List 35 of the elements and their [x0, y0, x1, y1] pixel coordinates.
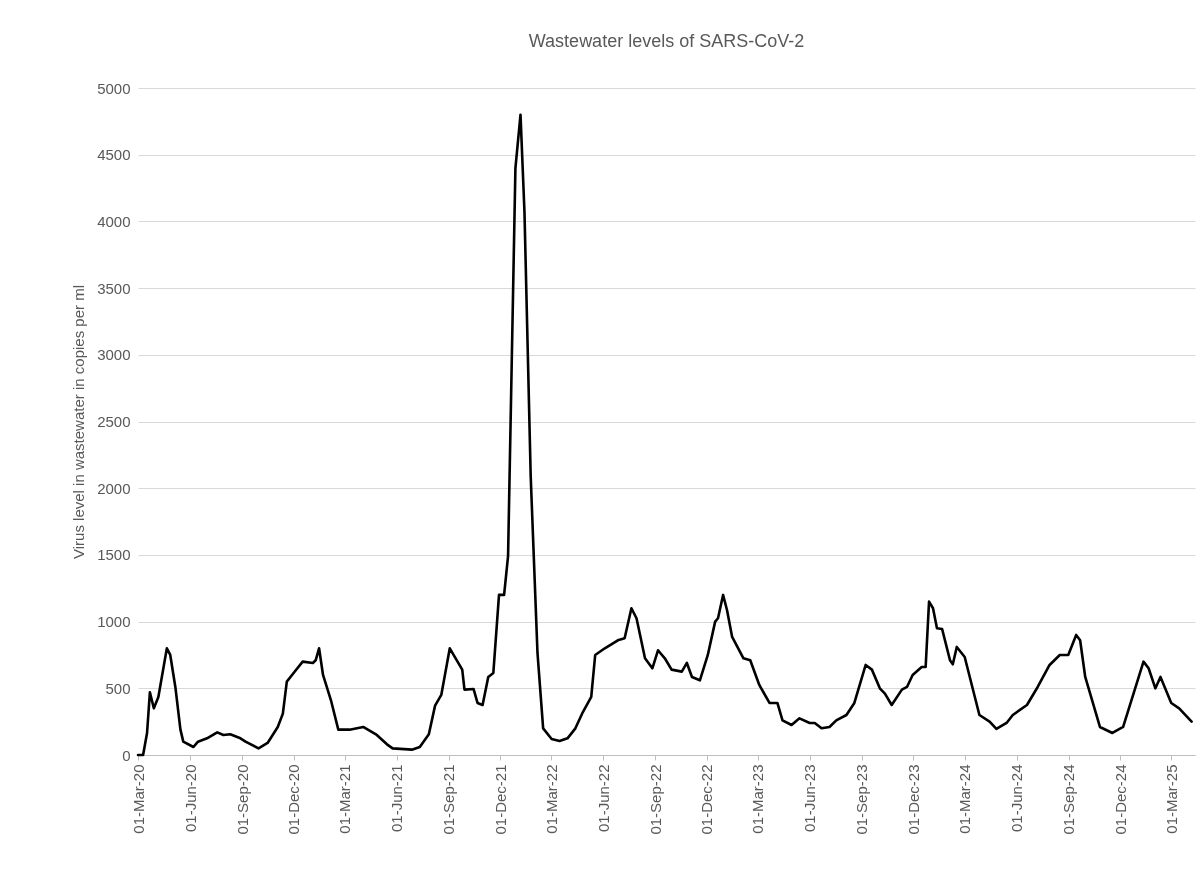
y-tick-label: 3000	[97, 346, 131, 364]
x-tick-label: 01-Dec-22	[698, 764, 716, 835]
x-tick-label: 01-Jun-22	[594, 764, 612, 833]
x-tick-label: 01-Mar-21	[336, 764, 354, 834]
x-tick-label: 01-Dec-21	[491, 764, 509, 835]
x-tick-label: 01-Sep-24	[1060, 764, 1078, 835]
y-tick-label: 500	[105, 679, 131, 697]
y-tick-label: 5000	[97, 79, 131, 97]
y-tick-label: 0	[122, 746, 131, 764]
y-tick-label: 1000	[97, 613, 131, 631]
x-tick-label: 01-Dec-24	[1111, 764, 1129, 835]
x-tick-label: 01-Sep-23	[853, 764, 871, 835]
y-tick-label: 4500	[97, 146, 131, 164]
chart-title: Wastewater levels of SARS-CoV-2	[528, 31, 805, 51]
x-tick-label: 01-Mar-22	[542, 764, 560, 834]
x-tick-label: 01-Dec-20	[285, 764, 303, 835]
y-tick-label: 3500	[97, 279, 131, 297]
x-tick-label: 01-Mar-24	[956, 764, 974, 834]
line-series	[136, 113, 1193, 757]
x-tick-label: 01-Jun-23	[801, 764, 819, 833]
x-tick-label: 01-Jun-24	[1008, 764, 1026, 833]
x-tick-label: 01-Mar-25	[1162, 764, 1180, 834]
y-tick-label: 1500	[97, 546, 131, 564]
x-tick-label: 01-Sep-21	[440, 764, 458, 835]
y-tick-label: 4000	[97, 212, 131, 230]
x-tick-label: 01-Sep-20	[233, 764, 251, 835]
x-tick-label: 01-Dec-23	[904, 764, 922, 835]
x-tick-label: 01-Mar-23	[749, 764, 767, 834]
y-tick-label: 2000	[97, 479, 131, 497]
y-axis-title: Virus level in wastewater in copies per ml	[70, 284, 88, 560]
y-tick-label: 2500	[97, 413, 131, 430]
x-tick-label: 01-Jun-21	[388, 764, 406, 833]
x-tick-label: 01-Sep-22	[646, 764, 664, 835]
x-tick-label: 01-Jun-20	[181, 764, 199, 833]
x-tick-label: 01-Mar-20	[129, 764, 147, 834]
